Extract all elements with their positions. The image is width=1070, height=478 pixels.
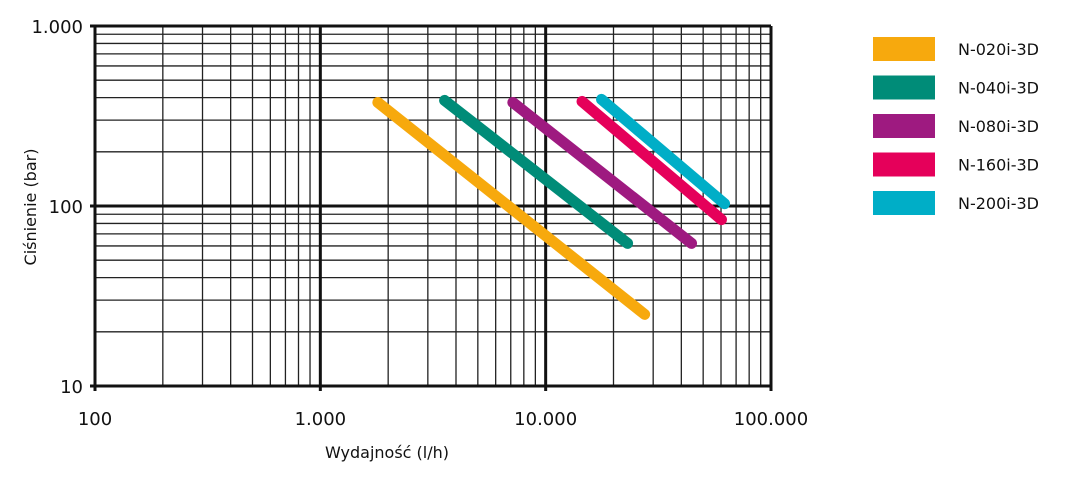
legend-label: N-080i-3D	[958, 117, 1039, 136]
series-line-n-040i-3d	[439, 94, 634, 249]
series-line-n-160i-3d	[576, 95, 727, 226]
x-tick-label: 1.000	[295, 409, 347, 430]
x-tick-label: 100.000	[734, 409, 808, 430]
tick-labels: 100 1.000 10.000 100.000 10 100 1.000	[31, 17, 808, 430]
series-line-n-200i-3d	[596, 93, 731, 210]
y-tick-label: 1.000	[31, 17, 83, 38]
y-tick-label: 100	[49, 197, 83, 218]
legend-swatch	[873, 37, 935, 61]
x-tick-label: 10.000	[514, 409, 577, 430]
legend-label: N-200i-3D	[958, 194, 1039, 213]
legend-swatch	[873, 152, 935, 177]
y-axis-label: Ciśnienie (bar)	[21, 149, 40, 266]
x-tick-label: 100	[78, 409, 112, 430]
series-line-n-080i-3d	[507, 96, 698, 249]
grid	[90, 24, 773, 391]
legend-label: N-160i-3D	[958, 156, 1039, 175]
legend-label: N-040i-3D	[958, 79, 1039, 98]
legend-swatch	[873, 114, 935, 138]
series-line-n-020i-3d	[372, 96, 651, 320]
legend-swatch	[873, 75, 935, 100]
legend-swatch	[873, 191, 935, 215]
legend-label: N-020i-3D	[958, 40, 1039, 59]
series-lines	[372, 93, 731, 320]
y-tick-label: 10	[60, 377, 83, 398]
legend: N-020i-3D N-040i-3D N-080i-3D N-160i-3D N-20…	[873, 37, 1039, 215]
x-axis-label: Wydajność (l/h)	[325, 443, 449, 462]
